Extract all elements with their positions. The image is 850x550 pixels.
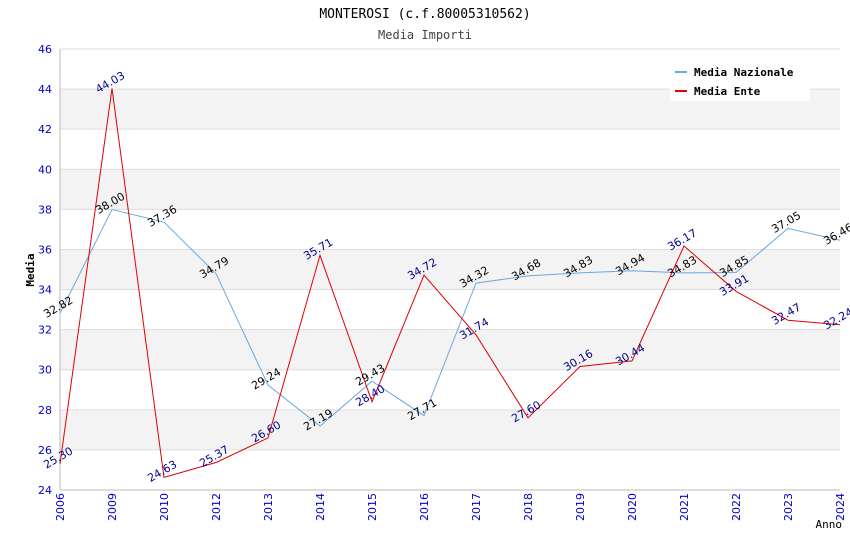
y-tick-label: 28 [38,404,52,417]
x-tick-label: 2016 [418,493,431,521]
x-tick-label: 2009 [106,493,119,521]
y-tick-label: 38 [38,203,52,216]
y-tick-label: 42 [38,123,52,136]
x-axis-label: Anno [816,518,843,531]
x-tick-label: 2010 [158,493,171,521]
x-tick-label: 2014 [314,493,327,521]
x-tick-label: 2022 [730,493,743,521]
y-tick-label: 24 [38,484,52,497]
series-line-media-nazionale [59,208,841,427]
y-axis-label: Media [24,253,37,286]
legend: Media Nazionale Media Ente [670,60,810,101]
plot-background [60,48,840,491]
grid-band [60,249,840,290]
y-tick-label: 26 [38,444,52,457]
y-tick-label: 44 [38,83,52,96]
x-tick-label: 2019 [574,493,587,521]
x-tick-label: 2020 [626,493,639,521]
x-tick-label: 2006 [54,493,67,521]
chart-title: MONTEROSI (c.f.80005310562) [319,7,530,22]
y-tick-label: 30 [38,364,52,377]
series-lines [59,88,841,479]
legend-entry: Media Nazionale [694,66,794,79]
x-tick-label: 2021 [678,493,691,521]
y-tick-label: 46 [38,43,52,56]
y-tick-label: 40 [38,163,52,176]
grid-band [60,209,840,250]
x-tick-label: 2023 [782,493,795,521]
x-tick-label: 2012 [210,493,223,521]
grid-band [60,129,840,170]
series-line-media-ente [59,88,841,479]
legend-box [670,60,810,101]
x-tick-label: 2015 [366,493,379,521]
grid-band [60,369,840,410]
y-tick-label: 32 [38,324,52,337]
y-tick-label: 36 [38,243,52,256]
x-tick-label: 2013 [262,493,275,521]
x-tick-label: 2017 [470,493,483,521]
chart-subtitle: Media Importi [378,28,472,42]
grid-band [60,409,840,450]
grid-band [60,289,840,330]
grid-band [60,169,840,210]
y-tick-label: 34 [38,284,52,297]
axes: 24 26 28 30 32 34 36 38 40 42 44 46 2006 2009 2010 2012… [38,43,847,521]
x-tick-label: 2018 [522,493,535,521]
legend-entry: Media Ente [694,85,761,98]
x-tick-label: 2024 [834,493,847,521]
